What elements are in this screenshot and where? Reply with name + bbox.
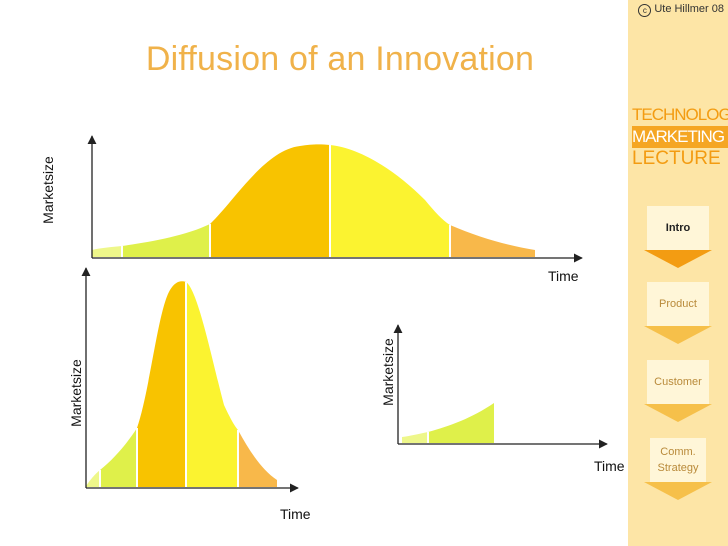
- brand: TECHNOLOGY MARKETING LECTURE: [632, 104, 728, 170]
- nav-comm-strategy[interactable]: Comm. Strategy: [644, 438, 712, 500]
- nav-intro-label: Intro: [647, 206, 709, 250]
- x-axis-label: Time: [280, 506, 311, 522]
- y-axis-label: Marketsize: [40, 156, 56, 224]
- segment-late-majority: [186, 282, 238, 487]
- segment-early-adopters: [100, 428, 137, 487]
- chart-bottom-right: Marketsize Time: [380, 324, 625, 474]
- brand-line-3: LECTURE: [632, 148, 721, 169]
- nav-comm-strategy-label: Comm. Strategy: [650, 438, 706, 482]
- nav-intro[interactable]: Intro: [644, 206, 712, 268]
- nav-product[interactable]: Product: [644, 282, 712, 344]
- page-title: Diffusion of an Innovation: [145, 40, 535, 78]
- nav-intro-arrow-icon: [644, 250, 712, 268]
- brand-line-2: MARKETING: [632, 126, 728, 148]
- nav-product-label: Product: [647, 282, 709, 326]
- chart-bottom-left: Marketsize Time: [68, 267, 311, 522]
- brand-line-1: TECHNOLOGY: [632, 105, 728, 124]
- copyright-icon: c: [638, 4, 652, 17]
- nav-product-arrow-icon: [644, 326, 712, 344]
- segment-laggards: [238, 430, 277, 487]
- segment-innovators: [92, 246, 122, 257]
- segment-early-majority: [137, 281, 186, 487]
- segment-early-adopters: [122, 224, 210, 257]
- nav-customer-label: Customer: [647, 360, 709, 404]
- segment-early-adopters: [428, 403, 494, 443]
- segment-innovators: [86, 470, 100, 487]
- x-axis-label: Time: [548, 268, 579, 284]
- nav-customer[interactable]: Customer: [644, 360, 712, 422]
- diffusion-diagrams: Marketsize Time Marketsize Time Marketsi…: [40, 135, 625, 522]
- nav-customer-arrow-icon: [644, 404, 712, 422]
- x-axis-label: Time: [594, 458, 625, 474]
- y-axis-label: Marketsize: [68, 359, 84, 427]
- nav-comm-strategy-arrow-icon: [644, 482, 712, 500]
- chart-main: Marketsize Time: [40, 135, 583, 284]
- y-axis-label: Marketsize: [380, 338, 396, 406]
- segment-laggards: [450, 225, 535, 257]
- segment-late-majority: [330, 145, 450, 257]
- copyright-notice: c Ute Hillmer 08: [638, 3, 724, 17]
- segment-early-majority: [210, 144, 330, 257]
- segment-innovators: [402, 432, 428, 443]
